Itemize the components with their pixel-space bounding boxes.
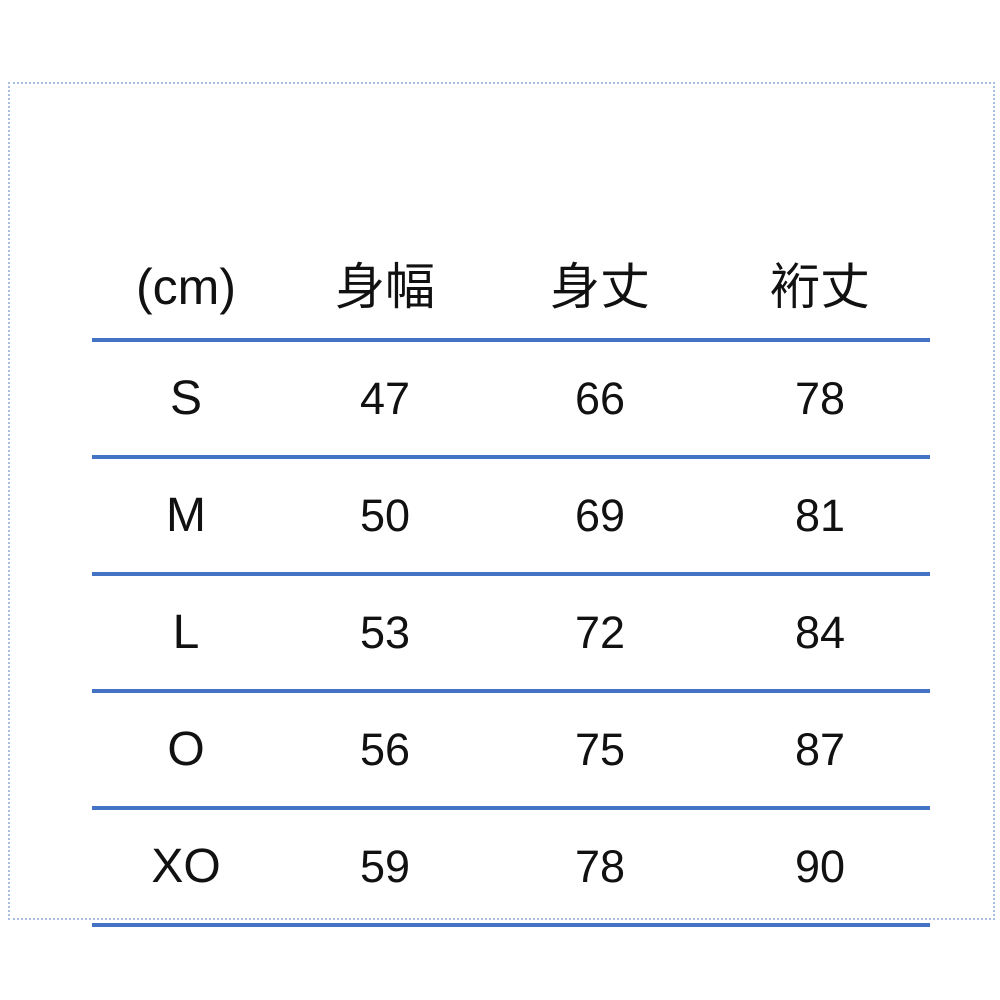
table-row: S 47 66 78	[92, 342, 930, 459]
col-header-sleeve-length: 裄丈	[770, 259, 870, 315]
size-label: S	[169, 371, 202, 425]
size-label: XO	[151, 839, 221, 893]
table-row: O 56 75 87	[92, 693, 930, 810]
body-width-value: 53	[359, 607, 411, 658]
size-label: O	[167, 722, 205, 776]
sleeve-length-value: 90	[794, 841, 846, 892]
size-label: M	[166, 488, 206, 542]
body-length-value: 69	[574, 490, 626, 541]
size-chart-frame: (cm) 身幅 身丈 裄丈 S 47 66 78 M 50 69 81 L 53…	[8, 82, 995, 927]
col-header-body-length: 身丈	[550, 259, 650, 315]
unit-header-cell: (cm)	[136, 259, 236, 315]
sleeve-length-value: 84	[794, 607, 846, 658]
sleeve-length-value: 81	[794, 490, 846, 541]
body-width-value: 50	[359, 490, 411, 541]
body-width-value: 47	[359, 373, 411, 424]
table-row: L 53 72 84	[92, 576, 930, 693]
size-chart-table: (cm) 身幅 身丈 裄丈 S 47 66 78 M 50 69 81 L 53…	[92, 166, 930, 927]
table-row: M 50 69 81	[92, 459, 930, 576]
body-width-value: 59	[359, 841, 411, 892]
body-length-value: 66	[574, 373, 626, 424]
body-length-value: 75	[574, 724, 626, 775]
sleeve-length-value: 87	[794, 724, 846, 775]
body-length-value: 72	[574, 607, 626, 658]
table-row: XO 59 78 90	[92, 810, 930, 927]
sleeve-length-value: 78	[794, 373, 846, 424]
body-length-value: 78	[574, 841, 626, 892]
table-header-row: (cm) 身幅 身丈 裄丈	[92, 166, 930, 342]
body-width-value: 56	[359, 724, 411, 775]
col-header-body-width: 身幅	[335, 259, 435, 315]
size-label: L	[172, 605, 200, 659]
